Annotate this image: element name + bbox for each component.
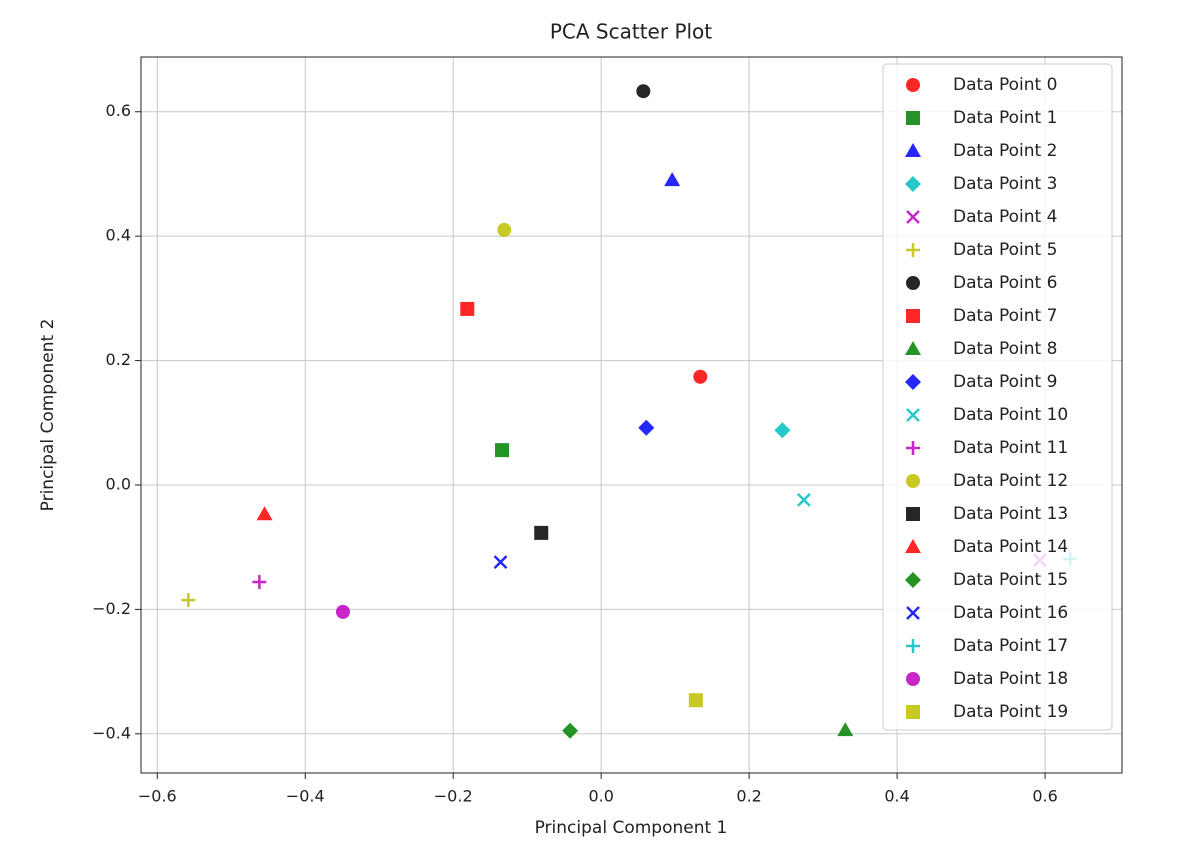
scatter-point: [562, 722, 579, 739]
x-tick-label: −0.4: [286, 787, 325, 806]
scatter-point: [534, 525, 549, 540]
x-tick-label: 0.0: [588, 787, 613, 806]
scatter-point: [495, 443, 510, 458]
scatter-point: [636, 84, 651, 99]
y-tick-label: 0.0: [106, 474, 131, 493]
x-tick-label: −0.2: [434, 787, 473, 806]
y-tick-label: 0.2: [106, 350, 131, 369]
legend-marker: [905, 176, 921, 192]
legend-label: Data Point 15: [953, 570, 1068, 590]
legend-label: Data Point 7: [953, 306, 1057, 326]
scatter-point: [664, 172, 681, 187]
scatter-point: [252, 575, 267, 590]
legend-label: Data Point 2: [953, 141, 1057, 161]
legend-label: Data Point 4: [953, 207, 1057, 227]
scatter-point: [335, 604, 350, 619]
legend-marker: [906, 639, 920, 653]
legend-marker: [905, 572, 921, 588]
legend-marker: [906, 441, 920, 455]
legend-label: Data Point 16: [953, 603, 1068, 623]
legend-marker: [905, 374, 921, 390]
legend-label: Data Point 13: [953, 504, 1068, 524]
legend-marker: [906, 606, 920, 620]
legend-label: Data Point 8: [953, 339, 1057, 359]
legend-marker: [906, 408, 920, 422]
scatter-point: [497, 222, 512, 237]
legend-marker: [906, 705, 920, 719]
scatter-point: [460, 301, 475, 316]
legend-label: Data Point 19: [953, 702, 1068, 722]
x-tick-label: 0.4: [884, 787, 909, 806]
legend-label: Data Point 10: [953, 405, 1068, 425]
scatter-point: [774, 422, 791, 439]
legend-marker: [905, 143, 921, 157]
x-axis-label: Principal Component 1: [535, 818, 728, 838]
x-tick-label: 0.2: [736, 787, 761, 806]
legend-marker: [906, 210, 920, 224]
legend-label: Data Point 12: [953, 471, 1068, 491]
legend-label: Data Point 17: [953, 636, 1068, 656]
legend-label: Data Point 6: [953, 273, 1057, 293]
legend-marker: [906, 474, 920, 488]
legend-marker: [906, 78, 920, 92]
legend-box: [882, 63, 1113, 731]
y-tick-label: 0.6: [106, 101, 131, 120]
scatter-point: [837, 722, 854, 737]
chart-title: PCA Scatter Plot: [550, 20, 712, 44]
scatter-point: [181, 593, 196, 608]
scatter-point: [693, 369, 708, 384]
legend-marker: [906, 243, 920, 257]
legend-label: Data Point 5: [953, 240, 1057, 260]
legend-label: Data Point 18: [953, 669, 1068, 689]
legend-label: Data Point 11: [953, 438, 1068, 458]
scatter-point: [796, 493, 811, 507]
legend-label: Data Point 14: [953, 537, 1068, 557]
legend-marker: [906, 111, 920, 125]
y-axis-label: Principal Component 2: [38, 319, 58, 512]
legend-marker: [906, 672, 920, 686]
legend-marker: [906, 507, 920, 521]
legend-label: Data Point 0: [953, 75, 1057, 95]
legend-marker: [906, 309, 920, 323]
legend-label: Data Point 9: [953, 372, 1057, 392]
y-tick-label: −0.4: [92, 723, 131, 742]
scatter-point: [493, 555, 508, 570]
legend-marker: [905, 539, 921, 553]
legend-marker: [905, 341, 921, 355]
plot-frame: [140, 56, 1123, 774]
legend-label: Data Point 3: [953, 174, 1057, 194]
x-tick-label: 0.6: [1032, 787, 1057, 806]
legend-label: Data Point 1: [953, 108, 1057, 128]
scatter-point: [638, 419, 655, 436]
x-tick-label: −0.6: [138, 787, 177, 806]
y-tick-label: −0.2: [92, 599, 131, 618]
scatter-point: [256, 506, 273, 521]
y-tick-label: 0.4: [106, 226, 131, 245]
scatter-point: [688, 693, 703, 708]
legend-marker: [906, 276, 920, 290]
